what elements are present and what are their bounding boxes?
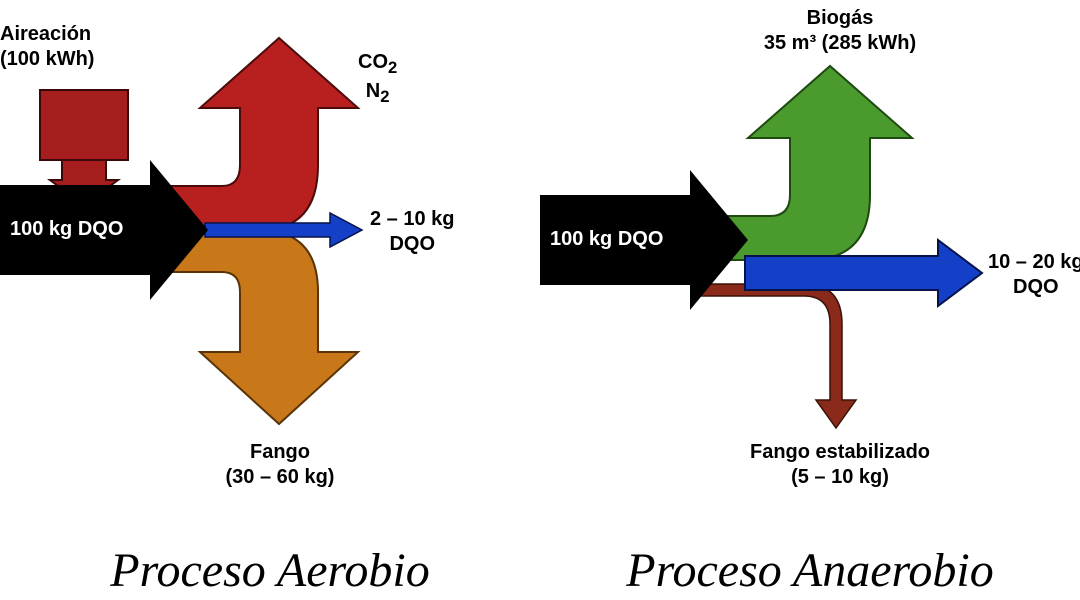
co2-label: CO2 N2 <box>358 50 397 108</box>
biogas-line1: Biogás <box>807 7 874 29</box>
biogas-label: Biogás 35 m³ (285 kWh) <box>750 6 930 56</box>
dqo-r-line2: DQO <box>1013 276 1059 298</box>
dqo-line2: DQO <box>389 233 435 255</box>
dqo-r-line1: 10 – 20 kg <box>988 251 1080 273</box>
aeration-line1: Aireación <box>0 23 91 45</box>
fango-line2: (30 – 60 kg) <box>226 466 335 488</box>
co2-line1: CO2 <box>358 51 397 73</box>
dqo-line1: 2 – 10 kg <box>370 208 455 230</box>
n2-line: N2 <box>366 80 390 102</box>
anaerobic-title: Proceso Anaerobio <box>540 543 1080 598</box>
fango-label: Fango (30 – 60 kg) <box>220 440 340 490</box>
aeration-line2: (100 kWh) <box>0 48 94 70</box>
input-label: 100 kg DQO <box>10 218 123 241</box>
aeration-label: Aireación (100 kWh) <box>0 22 94 72</box>
anaerobic-panel: 100 kg DQO Biogás 35 m³ (285 kWh) 10 – 2… <box>540 0 1080 600</box>
aerobic-panel: 100 kg DQO Aireación (100 kWh) CO2 N2 2 … <box>0 0 540 600</box>
anaerobic-svg <box>540 0 1080 600</box>
fango-r-line1: Fango estabilizado <box>750 441 930 463</box>
dqo-out-label: 2 – 10 kg DQO <box>370 207 455 257</box>
input-label-r: 100 kg DQO <box>550 228 663 251</box>
dqo-out-label-r: 10 – 20 kg DQO <box>988 250 1080 300</box>
fango-stab-label: Fango estabilizado (5 – 10 kg) <box>740 440 940 490</box>
biogas-line2: 35 m³ (285 kWh) <box>764 32 916 54</box>
aerobic-svg <box>0 0 540 600</box>
aerobic-title: Proceso Aerobio <box>0 543 540 598</box>
fango-r-line2: (5 – 10 kg) <box>791 466 889 488</box>
fango-stab-arrow <box>695 284 856 428</box>
fango-line1: Fango <box>250 441 310 463</box>
